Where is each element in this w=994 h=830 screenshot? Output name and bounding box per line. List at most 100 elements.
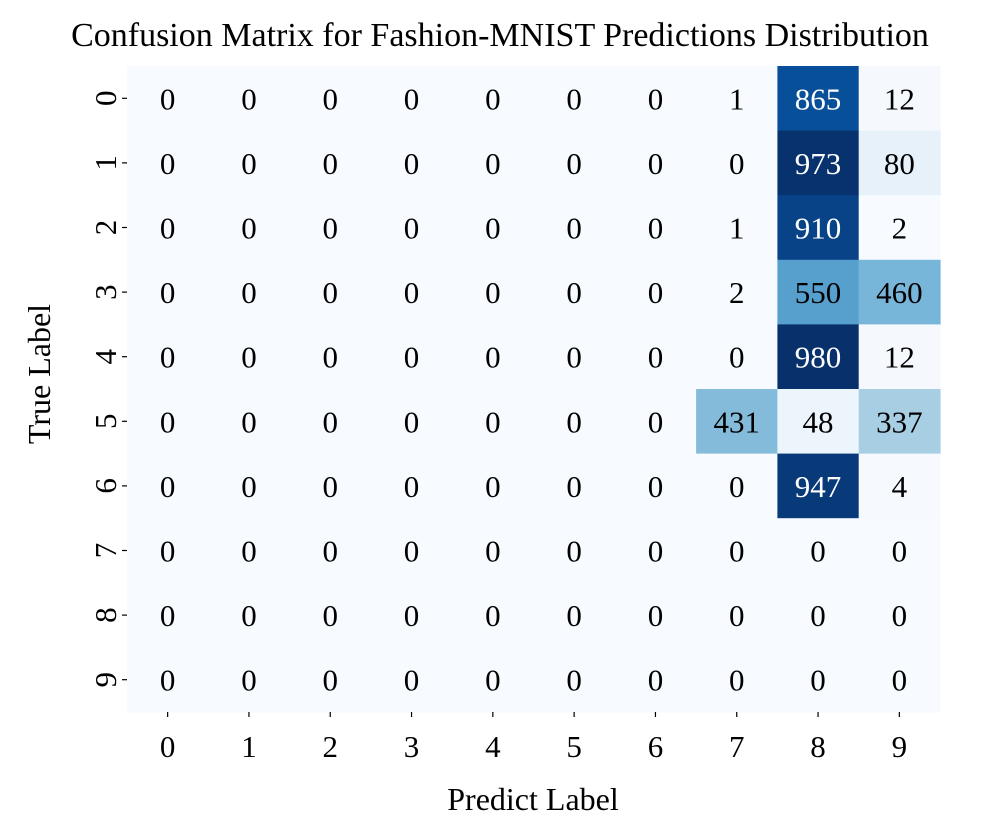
heatmap-cell-r5-c7 — [696, 389, 778, 455]
cell-value-r4-c0: 0 — [160, 340, 176, 375]
cell-value-r0-c2: 0 — [323, 81, 339, 116]
cell-value-r5-c1: 0 — [241, 404, 257, 439]
heatmap-cell-r0-c6 — [614, 66, 697, 132]
cell-value-r1-c2: 0 — [323, 146, 339, 181]
heatmap-cell-r4-c8 — [777, 324, 860, 390]
heatmap-cell-r1-c7 — [696, 130, 778, 196]
heatmap-cell-r9-c8 — [777, 647, 860, 713]
heatmap-cell-r9-c0 — [127, 647, 209, 713]
cell-value-r4-c6: 0 — [648, 340, 664, 375]
cell-value-r3-c0: 0 — [160, 275, 176, 310]
cell-value-r9-c9: 0 — [892, 663, 908, 698]
cell-value-r2-c2: 0 — [323, 211, 339, 246]
cell-value-r5-c4: 0 — [485, 404, 501, 439]
cell-value-r1-c3: 0 — [404, 146, 420, 181]
heatmap-cell-r5-c8 — [777, 389, 860, 455]
heatmap-cell-r0-c2 — [289, 66, 372, 132]
heatmap-cell-r4-c4 — [452, 324, 535, 390]
heatmap-cell-r8-c1 — [208, 582, 291, 648]
heatmap-cell-r1-c6 — [614, 130, 697, 196]
heatmap-cell-r3-c1 — [208, 259, 291, 325]
heatmap-cell-r9-c3 — [370, 647, 453, 713]
heatmap-cell-r2-c8 — [777, 195, 860, 261]
y-tick-label-9: 9 — [88, 672, 123, 688]
heatmap-cell-r3-c7 — [696, 259, 778, 325]
x-tick-label-7: 7 — [729, 729, 745, 764]
heatmap-cell-r8-c8 — [777, 582, 860, 648]
cell-value-r2-c8: 910 — [795, 211, 842, 246]
heatmap-cell-r2-c7 — [696, 195, 778, 261]
heatmap-cell-r5-c2 — [289, 389, 372, 455]
x-tick-label-9: 9 — [892, 729, 908, 764]
heatmap-cell-r7-c4 — [452, 518, 535, 584]
cell-value-r5-c9: 337 — [876, 404, 923, 439]
cell-value-r8-c9: 0 — [892, 598, 908, 633]
cell-value-r4-c3: 0 — [404, 340, 420, 375]
heatmap-cell-r2-c3 — [370, 195, 453, 261]
heatmap-cell-r2-c1 — [208, 195, 291, 261]
cell-value-r8-c5: 0 — [566, 598, 582, 633]
heatmap-cell-r8-c0 — [127, 582, 209, 648]
cell-value-r2-c0: 0 — [160, 211, 176, 246]
heatmap-cell-r4-c2 — [289, 324, 372, 390]
x-axis-label: Predict Label — [447, 781, 619, 817]
heatmap-cell-r2-c4 — [452, 195, 535, 261]
y-tick-label-6: 6 — [88, 478, 123, 494]
x-axis-ticks: 0 1 2 3 4 5 6 7 8 9 — [160, 712, 907, 764]
cell-value-r8-c2: 0 — [323, 598, 339, 633]
heatmap-cell-r9-c5 — [533, 647, 616, 713]
heatmap-cell-r1-c1 — [208, 130, 291, 196]
y-tick-label-0: 0 — [88, 91, 123, 107]
heatmap-cell-r6-c6 — [614, 453, 697, 519]
heatmap-cell-r0-c0 — [127, 66, 209, 132]
cell-value-r9-c1: 0 — [241, 663, 257, 698]
heatmap-cell-r8-c9 — [858, 582, 941, 648]
cell-value-r1-c1: 0 — [241, 146, 257, 181]
cell-value-r2-c3: 0 — [404, 211, 420, 246]
x-tick-label-6: 6 — [648, 729, 664, 764]
heatmap-cell-r9-c2 — [289, 647, 372, 713]
heatmap-cell-r7-c8 — [777, 518, 860, 584]
cell-value-r1-c0: 0 — [160, 146, 176, 181]
heatmap-cell-r8-c5 — [533, 582, 616, 648]
cell-value-r3-c6: 0 — [648, 275, 664, 310]
heatmap-cell-r9-c9 — [858, 647, 941, 713]
y-tick-label-2: 2 — [88, 220, 123, 236]
heatmap-cell-r5-c4 — [452, 389, 535, 455]
cell-value-r4-c9: 12 — [884, 340, 915, 375]
heatmap-cell-r4-c7 — [696, 324, 778, 390]
cell-value-r9-c4: 0 — [485, 663, 501, 698]
heatmap-cell-r4-c1 — [208, 324, 291, 390]
heatmap-cell-r6-c2 — [289, 453, 372, 519]
cell-value-r3-c4: 0 — [485, 275, 501, 310]
cell-value-r4-c4: 0 — [485, 340, 501, 375]
cell-value-r6-c8: 947 — [795, 469, 842, 504]
cell-value-r6-c6: 0 — [648, 469, 664, 504]
heatmap-cell-r1-c9 — [858, 130, 941, 196]
heatmap-cell-r5-c1 — [208, 389, 291, 455]
heatmap-cell-r2-c5 — [533, 195, 616, 261]
cell-value-r4-c2: 0 — [323, 340, 339, 375]
cell-value-r7-c0: 0 — [160, 534, 176, 569]
heatmap-cell-r7-c3 — [370, 518, 453, 584]
heatmap-cell-r4-c5 — [533, 324, 616, 390]
cell-value-r6-c5: 0 — [566, 469, 582, 504]
cell-value-r0-c4: 0 — [485, 81, 501, 116]
y-tick-label-4: 4 — [88, 348, 123, 364]
heatmap-cell-r7-c1 — [208, 518, 291, 584]
cell-value-r8-c8: 0 — [810, 598, 826, 633]
cell-value-r5-c6: 0 — [648, 404, 664, 439]
cell-value-r6-c9: 4 — [892, 469, 908, 504]
heatmap-cell-r7-c2 — [289, 518, 372, 584]
heatmap-cell-r6-c1 — [208, 453, 291, 519]
cell-value-r0-c6: 0 — [648, 81, 664, 116]
heatmap-cell-r5-c6 — [614, 389, 697, 455]
cell-value-r9-c7: 0 — [729, 663, 745, 698]
cell-value-r0-c8: 865 — [795, 81, 842, 116]
cell-value-r1-c9: 80 — [884, 146, 915, 181]
cell-value-r0-c3: 0 — [404, 81, 420, 116]
heatmap-cell-r1-c4 — [452, 130, 535, 196]
heatmap-cells — [127, 66, 941, 713]
heatmap-cell-r3-c3 — [370, 259, 453, 325]
